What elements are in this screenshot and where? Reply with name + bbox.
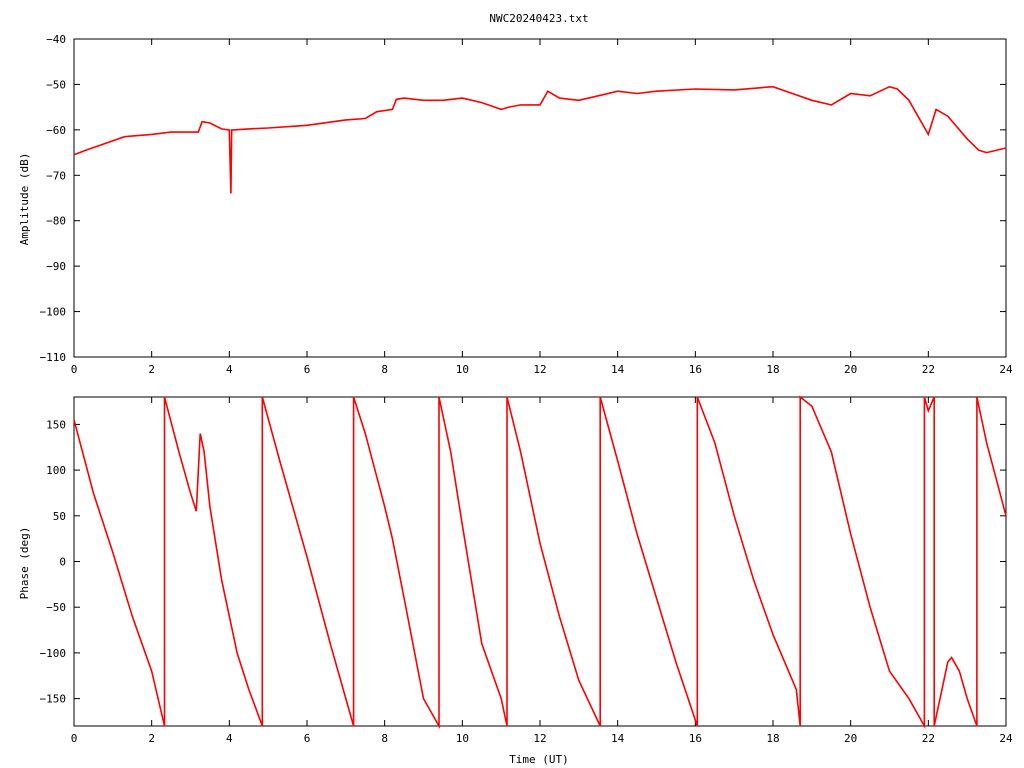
phase-x-tick-label: 4	[226, 732, 233, 745]
phase-y-tick-label: 100	[46, 464, 66, 477]
amplitude-x-tick-label: 0	[71, 363, 78, 376]
phase-y-tick-label: −150	[40, 693, 67, 706]
phase-x-tick-label: 2	[148, 732, 155, 745]
phase-ticks: 0 2 4 6 8 10 12 14 16 18 20 22 24150100500−50−100−15…	[40, 397, 1013, 745]
phase-y-tick-label: −50	[46, 601, 66, 614]
amplitude-x-tick-label: 10	[456, 363, 469, 376]
amplitude-y-axis-label: Amplitude (dB)	[18, 153, 31, 246]
amplitude-y-tick-label: −50	[46, 78, 66, 91]
phase-x-tick-label: 18	[766, 732, 779, 745]
amplitude-x-tick-label: 16	[689, 363, 702, 376]
phase-series-line	[73, 395, 1007, 730]
phase-y-tick-label: −100	[40, 647, 67, 660]
phase-x-tick-label: 20	[844, 732, 857, 745]
amplitude-y-tick-label: −90	[46, 260, 66, 273]
amplitude-y-tick-label: −60	[46, 124, 66, 137]
amplitude-y-tick-label: −80	[46, 215, 66, 228]
phase-x-tick-label: 14	[611, 732, 625, 745]
amplitude-x-tick-label: 8	[381, 363, 388, 376]
phase-y-axis-label: Phase (deg)	[18, 527, 31, 600]
amplitude-x-tick-label: 4	[226, 363, 233, 376]
chart-title: NWC20240423.txt	[489, 12, 588, 25]
phase-plot-frame	[73, 396, 1007, 727]
phase-y-tick-label: 50	[53, 510, 66, 523]
phase-x-tick-label: 8	[381, 732, 388, 745]
phase-x-tick-label: 12	[533, 732, 546, 745]
amplitude-x-tick-label: 22	[922, 363, 935, 376]
amplitude-series-line	[73, 85, 1007, 194]
phase-x-tick-label: 24	[999, 732, 1013, 745]
phase-x-tick-label: 16	[689, 732, 702, 745]
phase-x-tick-label: 10	[456, 732, 469, 745]
phase-panel: Phase (deg) Time (UT) 0 2 4 6 8 10 12 14 16 18 20 2…	[18, 395, 1013, 766]
amplitude-x-tick-label: 6	[304, 363, 311, 376]
amplitude-y-tick-label: −100	[40, 306, 67, 319]
amplitude-y-tick-label: −40	[46, 33, 66, 46]
amplitude-x-tick-label: 24	[999, 363, 1013, 376]
phase-y-tick-label: 150	[46, 418, 66, 431]
amplitude-x-tick-label: 18	[766, 363, 779, 376]
amplitude-x-tick-label: 2	[148, 363, 155, 376]
amplitude-plot-frame	[73, 38, 1007, 358]
amplitude-y-tick-label: −110	[40, 351, 67, 364]
phase-x-axis-label: Time (UT)	[509, 753, 569, 766]
amplitude-x-tick-label: 12	[533, 363, 546, 376]
phase-x-tick-label: 6	[304, 732, 311, 745]
amplitude-ticks: 0 2 4 6 8 10 12 14 16 18 20 22 24−40−50−60−70−80−90−…	[40, 33, 1013, 376]
amplitude-x-tick-label: 20	[844, 363, 857, 376]
phase-y-tick-label: 0	[59, 556, 66, 569]
phase-x-tick-label: 22	[922, 732, 935, 745]
amplitude-y-tick-label: −70	[46, 169, 66, 182]
amplitude-panel: Amplitude (dB) 0 2 4 6 8 10 12 14 16 18 20 22 24−40−…	[18, 33, 1013, 376]
amplitude-x-tick-label: 14	[611, 363, 625, 376]
phase-x-tick-label: 0	[71, 732, 78, 745]
